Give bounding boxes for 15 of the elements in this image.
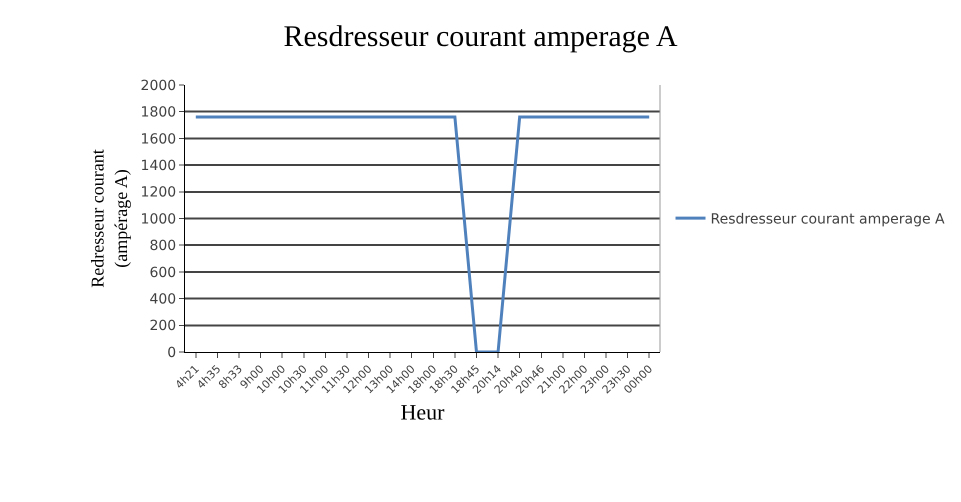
y-tick-label: 400 — [149, 292, 176, 308]
y-tick-label: 1400 — [140, 158, 176, 174]
x-axis-title: Heur — [400, 399, 446, 424]
y-tick-label: 1800 — [140, 104, 176, 121]
y-tick-label: 2000 — [140, 78, 176, 94]
y-axis-title: Redresseur courant (ampérage A) — [87, 149, 131, 288]
legend-label: Resdresseur courant amperage A — [710, 212, 946, 228]
y-tick-label: 1000 — [140, 211, 176, 228]
y-tick-label: 0 — [167, 344, 176, 361]
y-tick-label: 1600 — [140, 131, 176, 148]
y-tick-label: 600 — [149, 264, 176, 281]
chart-title: Resdresseur courant amperage A — [283, 20, 678, 54]
y-tick-label: 1200 — [140, 184, 176, 201]
y-tick-label: 800 — [149, 238, 176, 254]
y-tick-label: 200 — [149, 318, 176, 334]
